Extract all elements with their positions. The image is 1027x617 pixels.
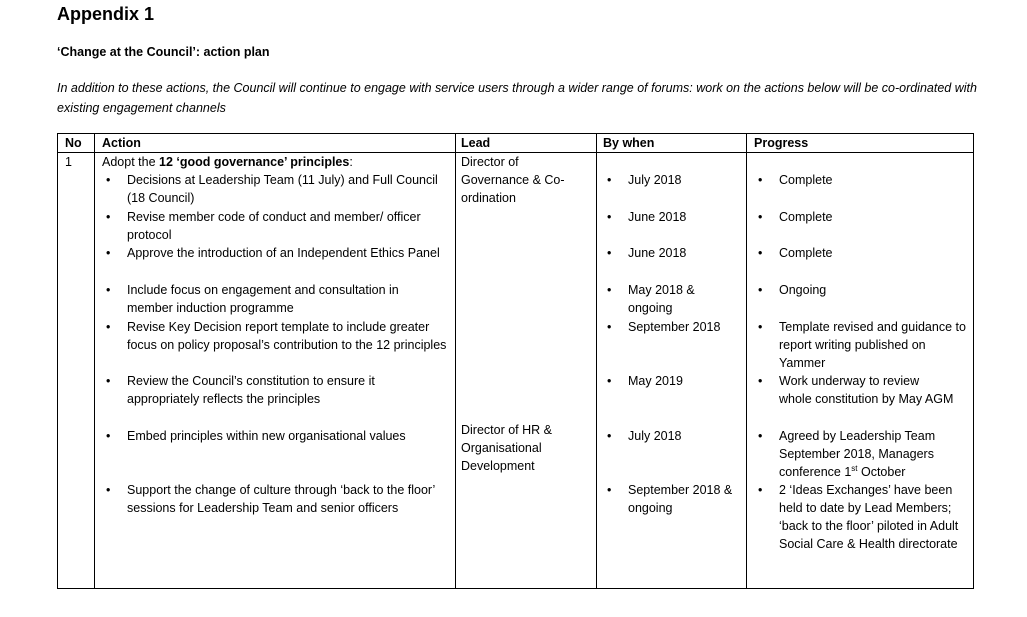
action-item: Embed principles within new organisation…	[106, 427, 452, 445]
lead-governance: Director of Governance & Co-ordination	[461, 155, 565, 205]
action-heading: Adopt the 12 ‘good governance’ principle…	[102, 155, 353, 169]
progress-item: 2 ‘Ideas Exchanges’ have been held to da…	[758, 481, 969, 553]
action-item: Revise Key Decision report template to i…	[106, 318, 452, 354]
action-item: Approve the introduction of an Independe…	[106, 244, 447, 262]
by-when-item: July 2018	[607, 427, 681, 445]
action-item: Revise member code of conduct and member…	[106, 208, 457, 244]
action-item: Support the change of culture through ‘b…	[106, 481, 447, 517]
page-title: Appendix 1	[57, 4, 155, 24]
by-when-item: September 2018 & ongoing	[607, 481, 748, 517]
action-item: Decisions at Leadership Team (11 July) a…	[106, 171, 457, 207]
header-lead: Lead	[461, 136, 491, 150]
progress-item: Template revised and guidance to report …	[758, 318, 974, 372]
header-no: No	[65, 136, 82, 150]
by-when-item: September 2018	[607, 318, 721, 336]
intro-paragraph: In addition to these actions, the Counci…	[57, 81, 977, 115]
by-when-item: June 2018	[607, 244, 687, 262]
progress-item: Complete	[758, 171, 974, 189]
header-progress: Progress	[754, 136, 809, 150]
header-by-when: By when	[603, 136, 655, 150]
by-when-item: May 2018 & ongoing	[607, 281, 728, 317]
by-when-item: June 2018	[607, 208, 687, 226]
by-when-item: May 2019	[607, 372, 683, 390]
row-number: 1	[65, 155, 72, 169]
progress-item: Ongoing	[758, 281, 974, 299]
progress-item: Work underway to review whole constituti…	[758, 372, 954, 408]
action-item: Review the Council’s constitution to ens…	[106, 372, 427, 408]
action-plan-table: No Action Lead By when Progress 1 Adopt …	[57, 133, 974, 589]
subtitle: ‘Change at the Council’: action plan	[57, 45, 270, 59]
lead-hr: Director of HR & Organisational Developm…	[461, 423, 552, 473]
progress-item: Agreed by Leadership Team September 2018…	[758, 427, 964, 481]
progress-item: Complete	[758, 244, 974, 262]
progress-item: Complete	[758, 208, 974, 226]
header-action: Action	[102, 136, 141, 150]
action-item: Include focus on engagement and consulta…	[106, 281, 447, 317]
by-when-item: July 2018	[607, 171, 681, 189]
